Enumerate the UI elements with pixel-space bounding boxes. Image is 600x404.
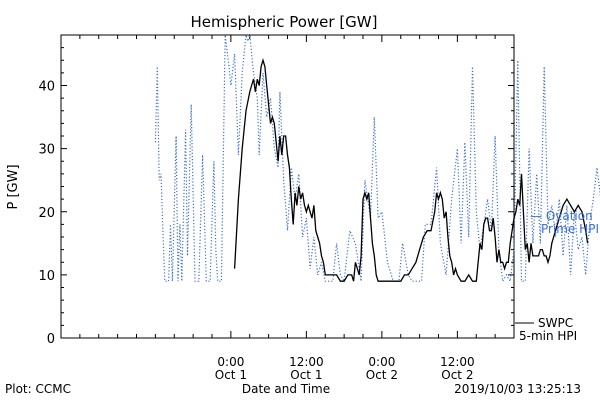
footer-plot-credit: Plot: CCMC: [5, 382, 71, 396]
x-tick-date-label: Oct 1: [215, 368, 247, 382]
legend-ovation-label: — Ovation: [530, 209, 593, 223]
y-tick-label: 10: [38, 269, 55, 284]
legend-swpc-label: 5-min HPI: [519, 329, 577, 343]
x-tick-time-label: 12:00: [289, 355, 324, 369]
footer-timestamp: 2019/10/03 13:25:13: [454, 382, 581, 396]
data-series: [154, 34, 600, 284]
x-tick-date-label: Oct 2: [366, 368, 398, 382]
chart-title: Hemispheric Power [GW]: [191, 13, 378, 31]
y-tick-label: 30: [38, 143, 55, 158]
y-axis-label: P [GW]: [6, 164, 21, 209]
y-tick-label: 40: [38, 80, 55, 95]
x-tick-date-label: Oct 2: [441, 368, 473, 382]
ovation-prime-series-line: [154, 34, 600, 284]
y-tick-label: 0: [47, 332, 55, 347]
legend-ovation-label: Prime HPI: [541, 222, 599, 236]
x-tick-time-label: 12:00: [440, 355, 475, 369]
swpc-series-line: [233, 58, 589, 282]
x-tick-date-label: Oct 1: [290, 368, 322, 382]
x-tick-time-label: 0:00: [368, 355, 395, 369]
legend-swpc-label: SWPC: [538, 316, 573, 330]
y-tick-label: 20: [38, 206, 55, 221]
x-axis-label: Date and Time: [242, 382, 330, 396]
plot-frame: [60, 34, 515, 339]
x-tick-time-label: 0:00: [217, 355, 244, 369]
